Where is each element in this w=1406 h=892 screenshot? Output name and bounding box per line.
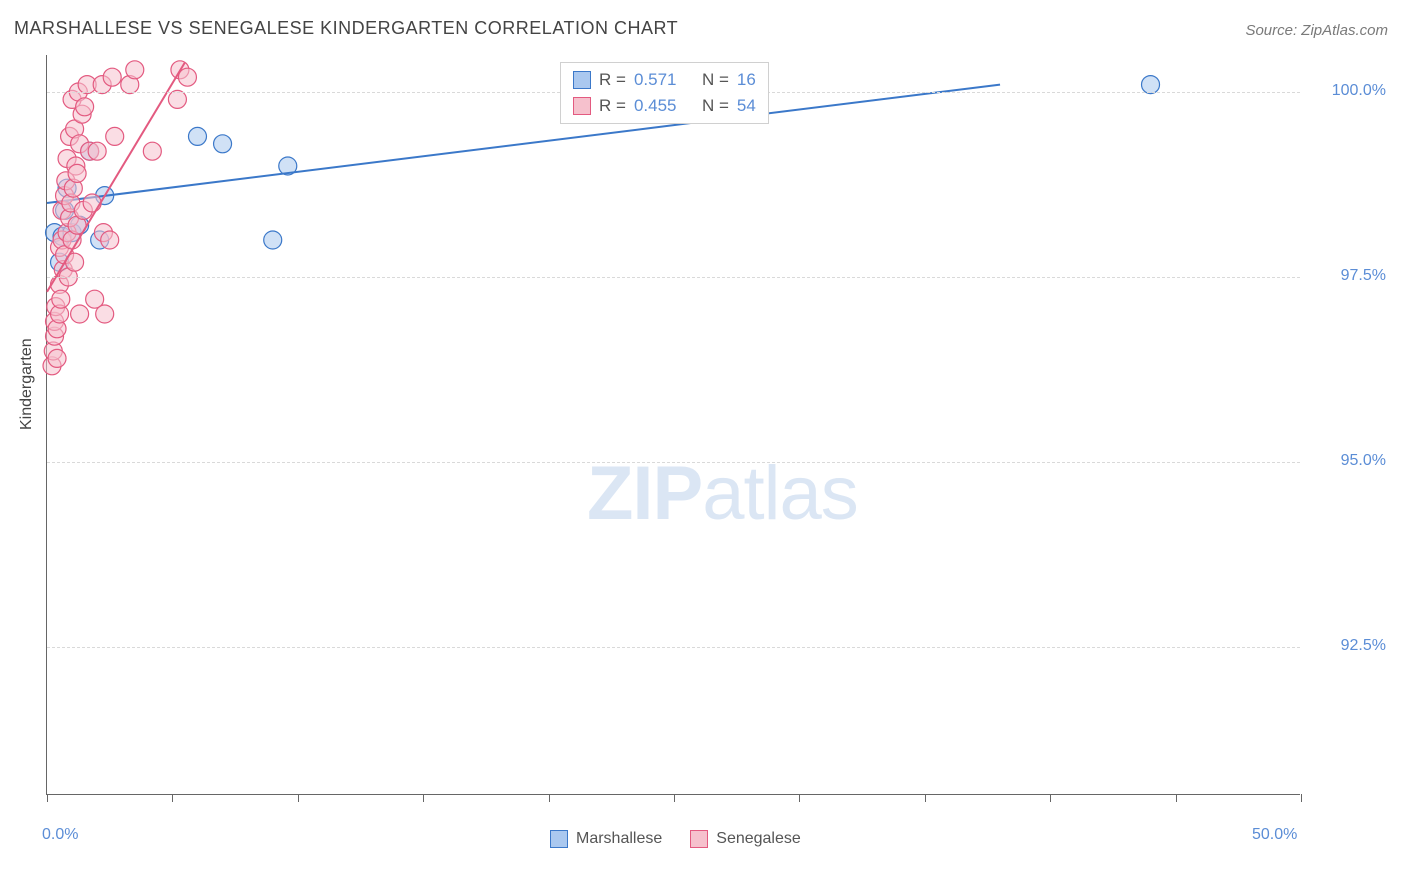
legend-swatch — [573, 97, 591, 115]
legend-n-value: 16 — [737, 67, 756, 93]
legend-correlation: R = 0.571 N = 16 R = 0.455 N = 54 — [560, 62, 769, 124]
scatter-point — [168, 90, 186, 108]
y-axis-label: Kindergarten — [18, 338, 36, 430]
legend-series-item: Senegalese — [690, 830, 801, 848]
y-tick-label: 100.0% — [1332, 82, 1386, 100]
scatter-point — [143, 142, 161, 160]
trendline — [47, 85, 1000, 203]
legend-series-label: Senegalese — [716, 830, 801, 848]
y-tick-label: 92.5% — [1341, 637, 1386, 655]
y-tick-label: 97.5% — [1341, 267, 1386, 285]
x-tick — [47, 794, 48, 802]
legend-r-value: 0.455 — [634, 93, 677, 119]
scatter-point — [1142, 76, 1160, 94]
scatter-point — [103, 68, 121, 86]
legend-r-label: R = — [599, 67, 626, 93]
x-tick — [298, 794, 299, 802]
x-tick — [423, 794, 424, 802]
plot-svg — [47, 55, 1300, 794]
x-tick — [1176, 794, 1177, 802]
scatter-point — [106, 127, 124, 145]
x-tick — [549, 794, 550, 802]
scatter-point — [71, 305, 89, 323]
scatter-point — [88, 142, 106, 160]
legend-r-value: 0.571 — [634, 67, 677, 93]
legend-series-label: Marshallese — [576, 830, 662, 848]
chart-container: MARSHALLESE VS SENEGALESE KINDERGARTEN C… — [0, 0, 1406, 892]
legend-correlation-row: R = 0.455 N = 54 — [573, 93, 756, 119]
scatter-point — [52, 290, 70, 308]
x-tick — [172, 794, 173, 802]
scatter-point — [188, 127, 206, 145]
x-tick-label: 0.0% — [42, 826, 78, 844]
scatter-point — [48, 349, 66, 367]
scatter-point — [83, 194, 101, 212]
scatter-point — [264, 231, 282, 249]
legend-n-value: 54 — [737, 93, 756, 119]
scatter-point — [96, 305, 114, 323]
scatter-point — [101, 231, 119, 249]
legend-r-label: R = — [599, 93, 626, 119]
legend-n-label: N = — [702, 93, 729, 119]
x-tick — [674, 794, 675, 802]
legend-swatch — [690, 830, 708, 848]
scatter-point — [76, 98, 94, 116]
gridline-h — [47, 462, 1300, 463]
x-tick — [799, 794, 800, 802]
legend-swatch — [573, 71, 591, 89]
scatter-point — [126, 61, 144, 79]
chart-title: MARSHALLESE VS SENEGALESE KINDERGARTEN C… — [14, 18, 678, 39]
x-tick-label: 50.0% — [1252, 826, 1297, 844]
legend-correlation-row: R = 0.571 N = 16 — [573, 67, 756, 93]
scatter-point — [214, 135, 232, 153]
gridline-h — [47, 277, 1300, 278]
legend-series: Marshallese Senegalese — [550, 830, 801, 848]
legend-n-label: N = — [702, 67, 729, 93]
source-label: Source: ZipAtlas.com — [1245, 22, 1388, 39]
y-tick-label: 95.0% — [1341, 452, 1386, 470]
legend-series-item: Marshallese — [550, 830, 662, 848]
x-tick — [1050, 794, 1051, 802]
scatter-point — [68, 164, 86, 182]
scatter-point — [178, 68, 196, 86]
legend-swatch — [550, 830, 568, 848]
x-tick — [1301, 794, 1302, 802]
x-tick — [925, 794, 926, 802]
plot-area: ZIPatlas — [46, 55, 1300, 795]
gridline-h — [47, 647, 1300, 648]
